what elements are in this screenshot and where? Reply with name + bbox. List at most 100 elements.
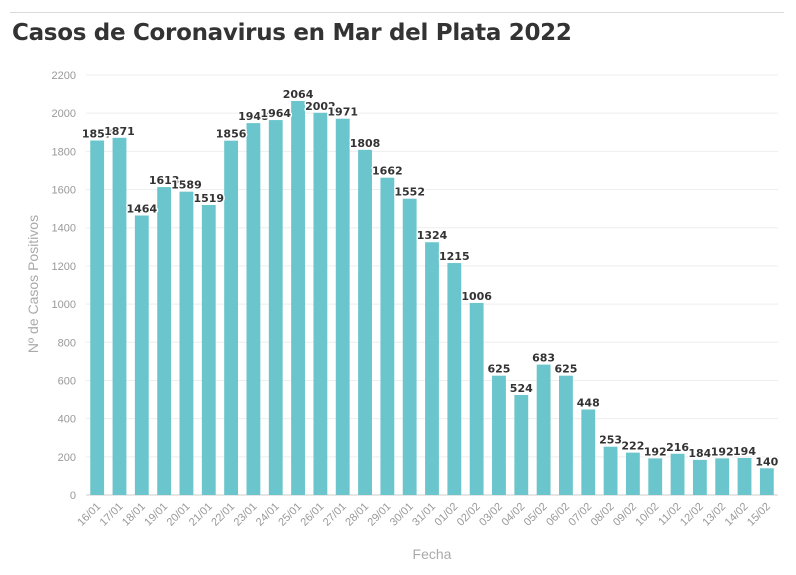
y-tick-label: 2200	[52, 70, 76, 82]
x-tick-label: 31/01	[410, 501, 438, 529]
x-tick-label: 30/01	[388, 501, 416, 529]
x-tick-label: 09/02	[611, 501, 639, 529]
bar	[90, 140, 105, 495]
data-label: 192	[711, 445, 734, 458]
x-tick-label: 04/02	[499, 501, 527, 529]
data-label: 1215	[439, 250, 470, 263]
data-label: 1613	[149, 174, 180, 187]
data-label: 683	[532, 352, 555, 365]
bar	[536, 364, 551, 495]
x-tick-label: 29/01	[366, 501, 394, 529]
data-label: 184	[688, 447, 711, 460]
x-tick-label: 24/01	[254, 501, 282, 529]
data-label: 1464	[126, 203, 157, 216]
y-tick-label: 200	[58, 452, 76, 464]
data-label: 1808	[350, 137, 381, 150]
y-axis-ticks: 0 200 400 600 800 1000 1200 1400 1600 1800 2000 220…	[52, 70, 76, 502]
y-axis-title: Nº de Casos Positivos	[25, 215, 41, 353]
y-tick-label: 1600	[52, 185, 76, 197]
bar	[447, 263, 462, 495]
chart-title: Casos de Coronavirus en Mar del Plata 20…	[12, 20, 572, 46]
bars	[90, 100, 774, 496]
x-tick-label: 05/02	[522, 501, 550, 529]
x-tick-label: 21/01	[187, 501, 215, 529]
x-tick-label: 22/01	[209, 501, 237, 529]
bar	[425, 242, 439, 495]
bar	[179, 191, 194, 496]
bar	[514, 394, 529, 495]
data-label: 1871	[104, 125, 135, 138]
y-tick-label: 800	[58, 337, 76, 349]
bar	[692, 459, 707, 495]
data-label: 192	[644, 445, 667, 458]
y-tick-label: 600	[58, 375, 76, 387]
data-label: 625	[554, 363, 577, 376]
y-tick-label: 1800	[52, 146, 76, 158]
data-label: 194	[733, 445, 756, 458]
data-label: 222	[621, 440, 644, 453]
x-tick-label: 07/02	[566, 501, 594, 529]
x-axis-ticks: 16/0117/0118/0119/0120/0121/0122/0123/01…	[75, 501, 773, 529]
x-tick-label: 01/02	[432, 501, 460, 529]
x-tick-label: 15/02	[745, 501, 773, 529]
bar	[670, 453, 685, 495]
bar	[737, 457, 752, 495]
x-tick-label: 10/02	[633, 501, 661, 529]
x-tick-label: 27/01	[321, 501, 349, 529]
y-tick-label: 2000	[52, 108, 76, 120]
data-label: 1519	[193, 192, 224, 205]
bar	[759, 468, 774, 495]
data-label: 448	[577, 396, 600, 409]
bar	[246, 123, 261, 495]
x-tick-label: 23/01	[232, 501, 260, 529]
data-label: 253	[599, 434, 622, 447]
bar	[625, 452, 640, 495]
bar	[402, 198, 417, 495]
y-tick-label: 0	[70, 490, 76, 502]
x-tick-label: 12/02	[678, 501, 706, 529]
data-label: 216	[666, 441, 689, 454]
x-tick-label: 06/02	[544, 501, 572, 529]
bar	[492, 375, 506, 495]
data-label: 2064	[283, 88, 314, 101]
bar	[559, 375, 573, 495]
bar	[224, 140, 239, 495]
x-tick-label: 11/02	[656, 501, 683, 528]
x-tick-label: 14/02	[723, 501, 751, 529]
top-divider	[10, 12, 784, 13]
y-tick-label: 400	[58, 414, 76, 426]
x-tick-label: 28/01	[343, 501, 371, 529]
bar	[157, 187, 172, 495]
data-label: 1964	[260, 107, 291, 120]
x-tick-label: 16/01	[75, 501, 103, 529]
bar	[581, 409, 596, 495]
bar	[134, 215, 149, 495]
x-tick-label: 25/01	[276, 501, 304, 529]
x-tick-label: 18/01	[120, 501, 148, 529]
data-label: 1971	[327, 106, 358, 119]
bar	[469, 302, 484, 495]
bar	[201, 205, 216, 495]
bar	[313, 112, 328, 496]
bar	[603, 446, 618, 495]
x-axis-title: Fecha	[413, 546, 452, 562]
data-label: 140	[755, 455, 778, 468]
bar	[291, 100, 305, 496]
data-label: 1662	[372, 165, 403, 178]
bar	[380, 177, 395, 495]
x-tick-label: 20/01	[165, 501, 193, 529]
bar	[335, 118, 350, 495]
x-tick-label: 13/02	[700, 501, 728, 529]
bar	[358, 149, 372, 495]
x-tick-label: 19/01	[142, 501, 170, 529]
data-label: 1856	[216, 128, 247, 141]
y-tick-label: 1400	[52, 223, 76, 235]
bar	[648, 458, 663, 495]
data-label: 524	[510, 382, 533, 395]
data-label: 625	[487, 363, 510, 376]
data-label: 1324	[417, 229, 448, 242]
data-label: 1948	[238, 110, 269, 123]
data-label: 1589	[171, 179, 202, 192]
x-tick-label: 03/02	[477, 501, 505, 529]
